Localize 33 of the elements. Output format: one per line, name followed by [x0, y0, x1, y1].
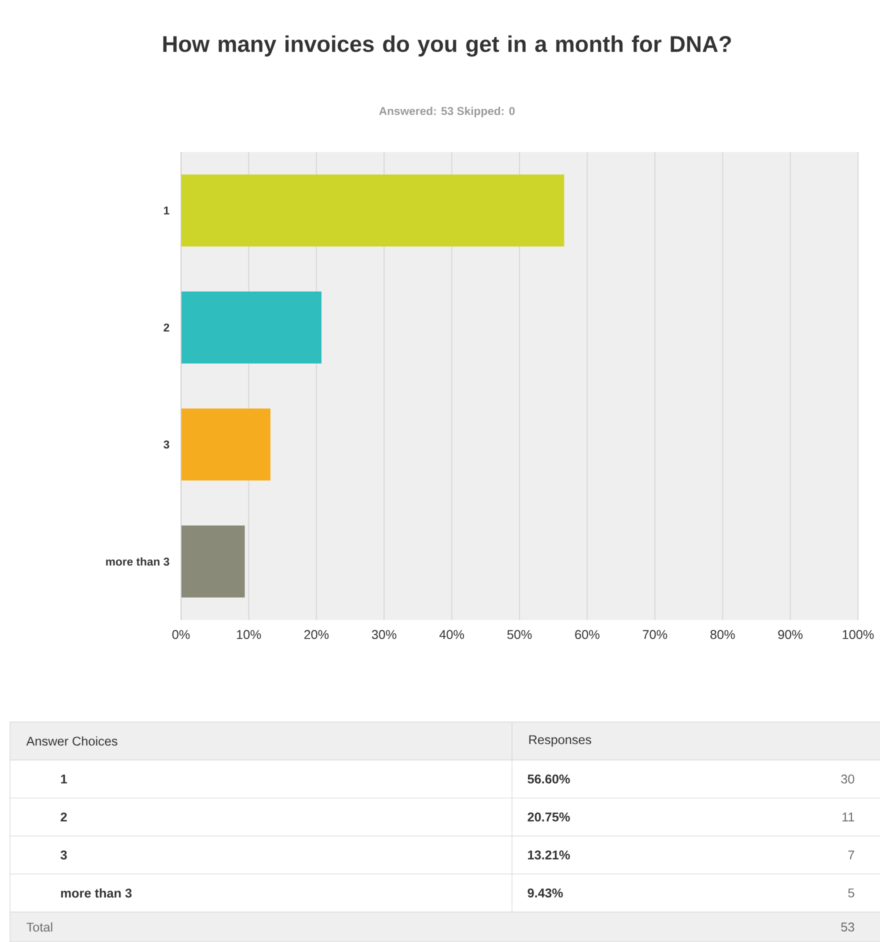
category-label: more than 3: [61, 888, 132, 898]
category-label: 1: [61, 774, 67, 784]
x-tick-label: 60%: [575, 630, 600, 640]
text: 11: [842, 812, 854, 822]
text: 9.43%: [528, 888, 563, 898]
x-tick-label: 20%: [304, 630, 329, 640]
y-tick-label: 3: [164, 440, 170, 449]
text: Total: [26, 922, 52, 932]
x-tick-label: 100%: [842, 630, 874, 640]
x-tick-label: 30%: [372, 630, 396, 640]
chart-subtitle: Answered: 53 Skipped: 0: [379, 106, 515, 118]
category-label: 2: [60, 812, 67, 822]
text: 20.75%: [528, 812, 570, 822]
x-tick-label: 40%: [439, 630, 464, 640]
x-tick-label: 50%: [507, 630, 532, 640]
text: 7: [848, 850, 854, 860]
text: 53: [841, 922, 854, 932]
x-tick-label: 10%: [236, 630, 261, 640]
text: Answer Choices: [26, 736, 118, 746]
x-tick-label: 80%: [710, 630, 735, 640]
category-label: 3: [60, 850, 67, 860]
text: 56.60%: [528, 774, 570, 784]
text: Responses: [529, 735, 592, 747]
y-tick-label: 1: [164, 206, 170, 214]
x-tick-label: 70%: [642, 630, 668, 640]
y-tick-label: 2: [164, 324, 170, 332]
x-tick-label: 90%: [778, 630, 803, 640]
chart-title: How many invoices do you get in a month for DNA?: [163, 35, 731, 57]
text: 30: [841, 774, 854, 784]
y-tick-label: more than 3: [106, 557, 170, 566]
text: 13.21%: [528, 850, 570, 860]
x-tick-label: 0%: [172, 630, 190, 640]
text: 5: [848, 888, 854, 898]
